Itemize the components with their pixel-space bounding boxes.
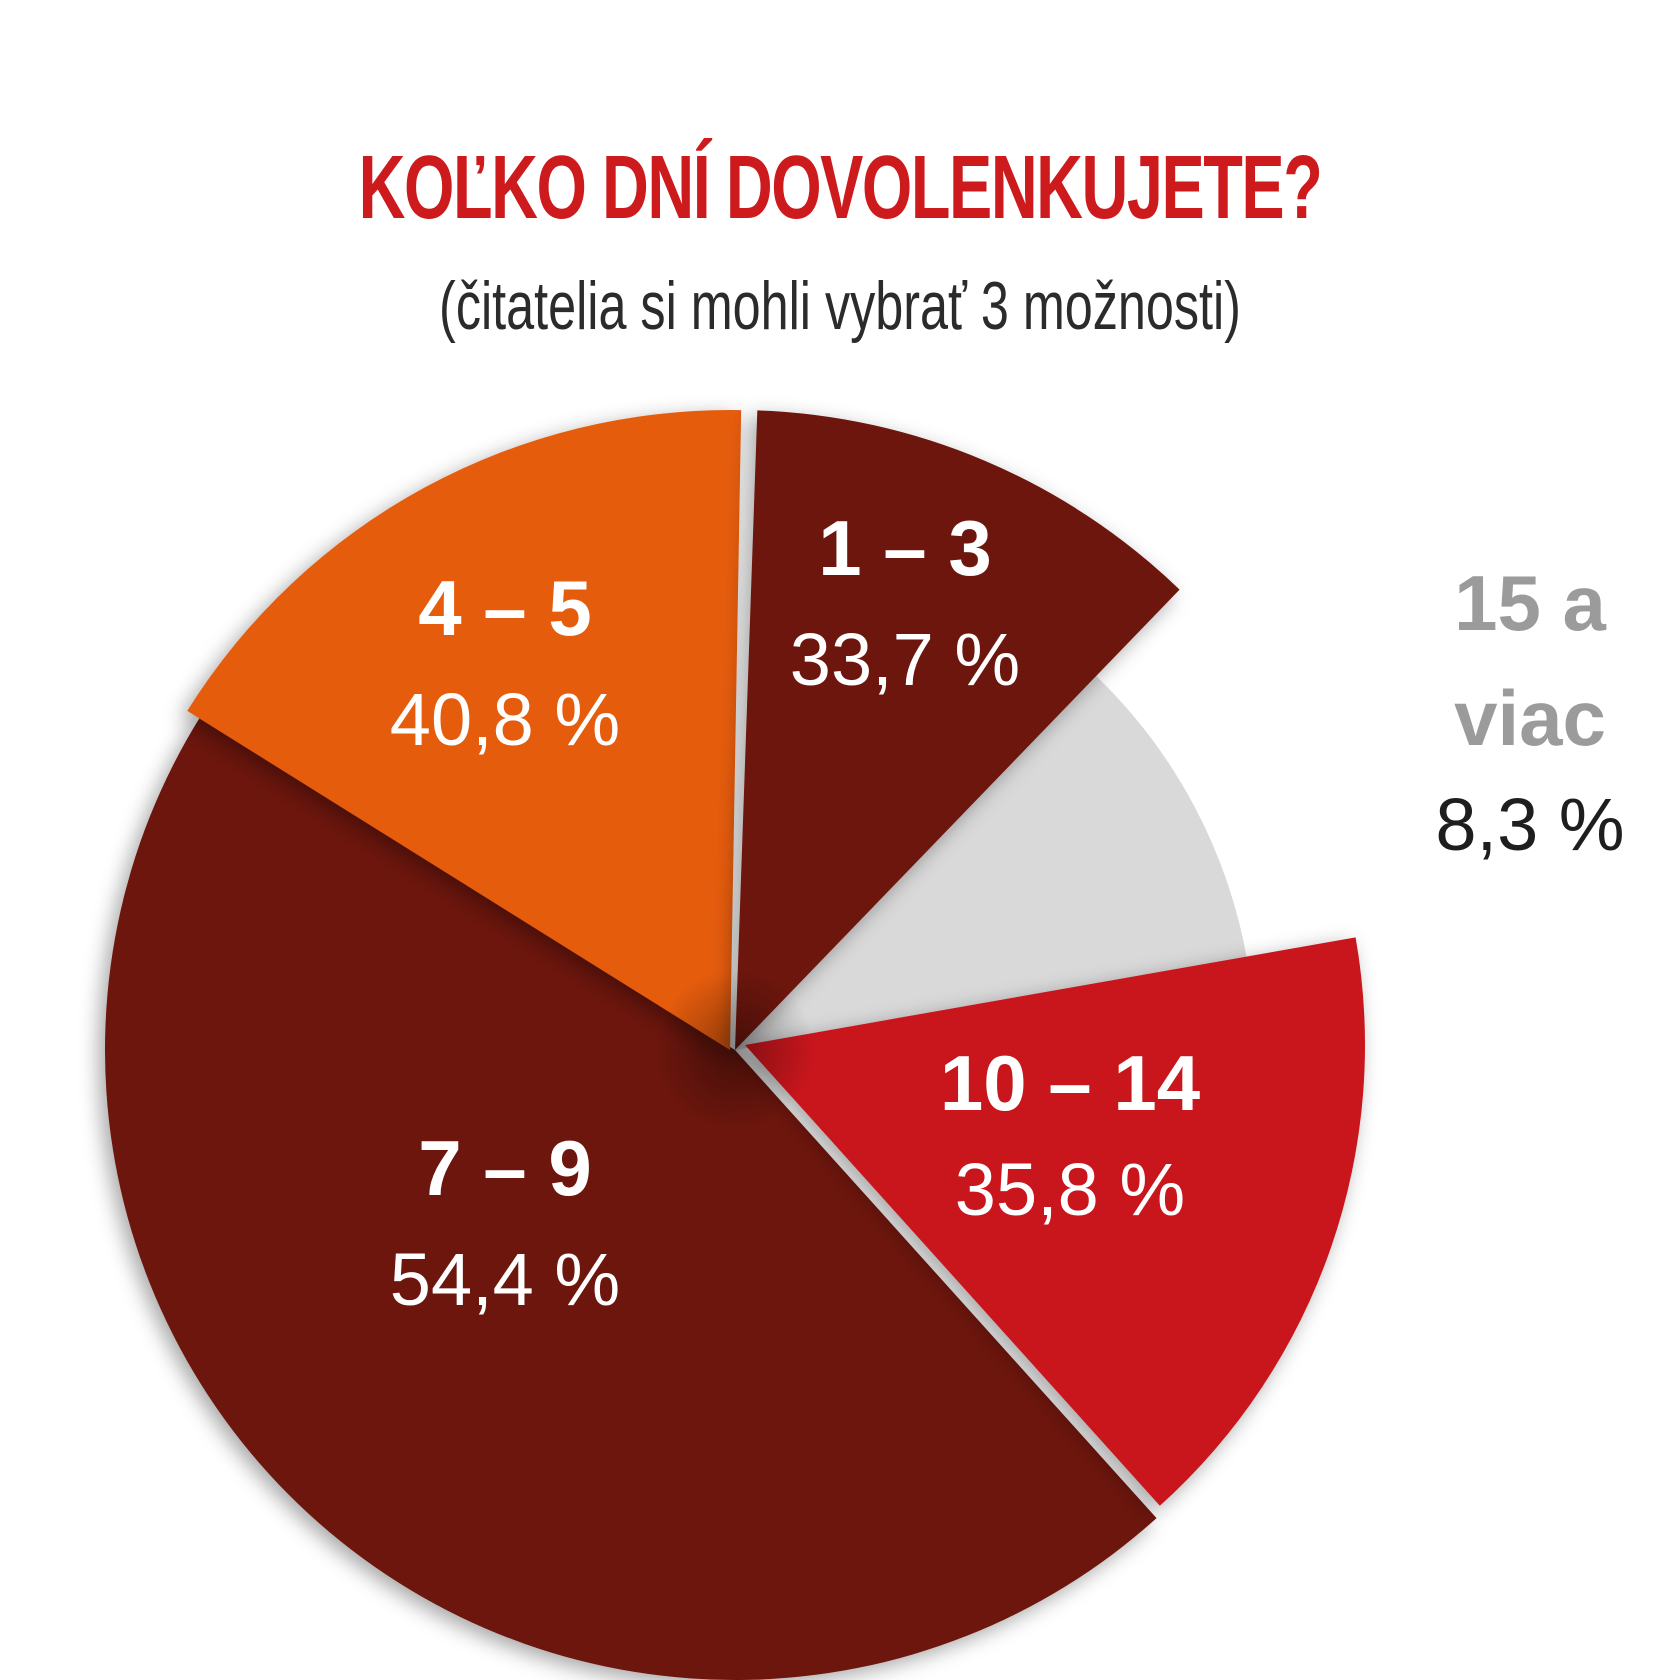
slice-7-9-label: 7 – 9 [418, 1124, 591, 1212]
slice-7-9-value: 54,4 % [390, 1238, 620, 1321]
chart-title: KOĽKO DNÍ DOVOLENKUJETE? [358, 138, 1323, 238]
slice-4-5 [187, 410, 742, 1050]
slice-10-14-value: 35,8 % [955, 1148, 1185, 1231]
slice-15-viac [735, 675, 1248, 1050]
chart-subtitle: (čitatelia si mohli vybrať 3 možnosti) [439, 268, 1241, 344]
slice-1-3-label: 1 – 3 [818, 504, 991, 592]
slice-10-14-label: 10 – 14 [940, 1039, 1200, 1127]
slice-1-3-value: 33,7 % [790, 618, 1020, 701]
slice-1-3 [735, 410, 1180, 1050]
slice-4-5-value: 40,8 % [390, 678, 620, 761]
slice-4-5-label: 4 – 5 [418, 564, 591, 652]
slice-15-viac-value: 8,3 % [1435, 783, 1624, 866]
slice-7-9 [105, 716, 1157, 1680]
slice-10-14 [745, 937, 1365, 1506]
slice-15-viac-label-line-1: 15 a [1454, 559, 1606, 647]
center-shade [655, 970, 815, 1130]
slice-15-viac-label-line-2: viac [1454, 674, 1606, 762]
